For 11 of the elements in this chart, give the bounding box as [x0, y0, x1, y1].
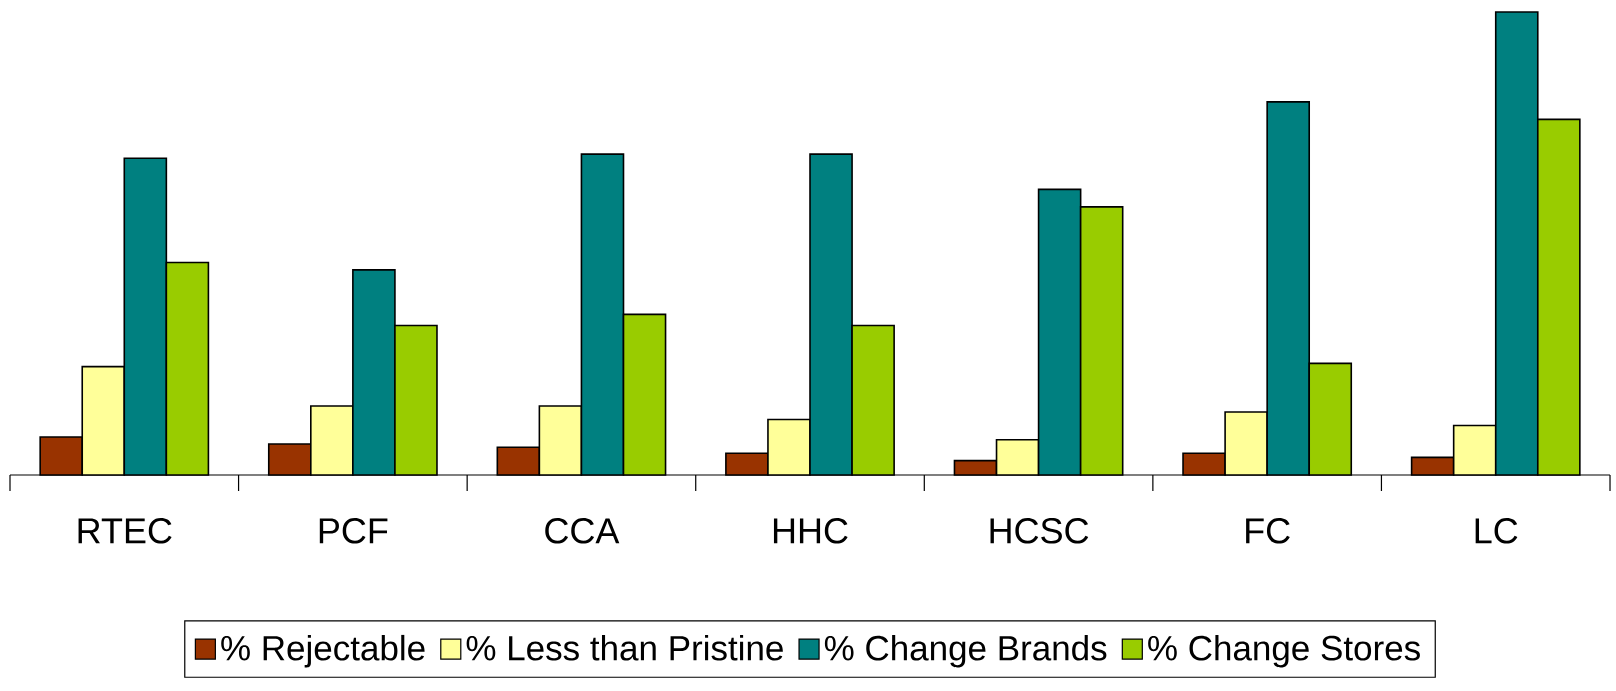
x-tick-label: FC — [1246, 518, 1290, 544]
x-tick-label: LC — [1475, 518, 1518, 544]
x-tick-label: HCSC — [990, 518, 1089, 544]
legend-label: % Change Brands — [824, 634, 1107, 668]
x-tick-label: RTEC — [78, 518, 172, 544]
x-tick-label: HHC — [773, 518, 848, 544]
legend-label: % Less than Pristine — [466, 634, 783, 661]
legend-label: % Rejectable — [221, 634, 425, 668]
legend-label: % Change Stores — [1148, 634, 1420, 668]
x-tick-label: PCF — [319, 518, 388, 544]
x-tick-label: CCA — [545, 518, 620, 544]
